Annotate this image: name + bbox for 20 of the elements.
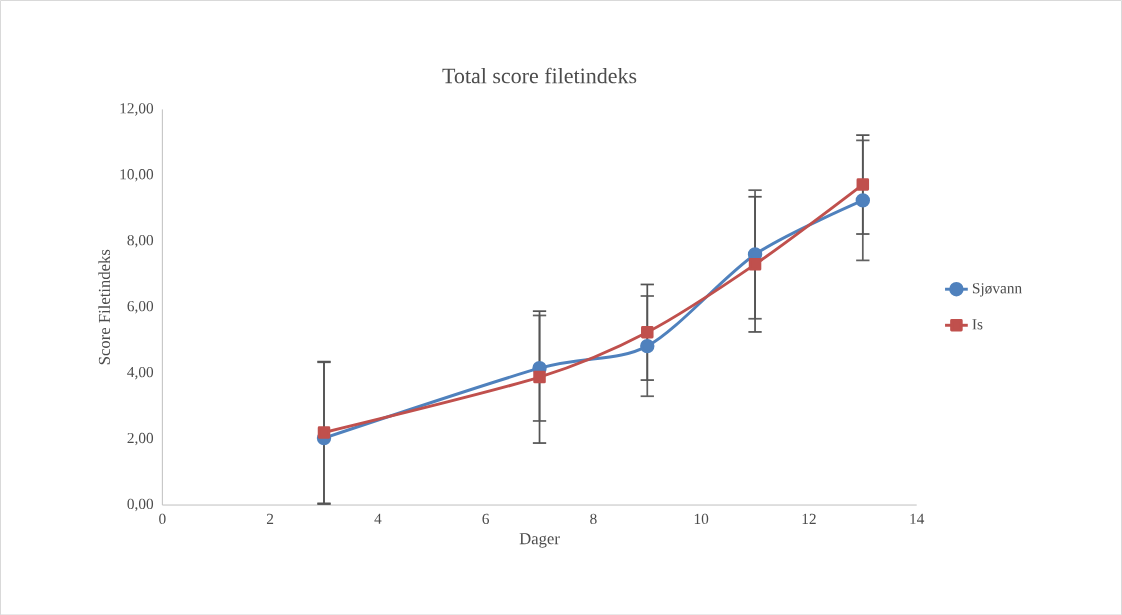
y-tick-label: 6,00 [127,300,154,314]
y-axis-title: Score Filetindeks [98,249,111,364]
x-tick-label: 10 [694,513,709,524]
y-tick-label: 2,00 [127,432,154,446]
x-tick-label: 4 [374,513,382,524]
x-tick-label: 2 [266,513,274,524]
y-tick-label: 4,00 [127,366,154,380]
x-tick-label: 8 [590,513,597,524]
y-tick-label: 0,00 [127,498,154,512]
legend-label: Sjøvann [972,282,1022,297]
chart-title: Total score filetindeks [442,67,637,84]
legend-label: Is [972,319,983,330]
x-tick-label: 6 [482,513,490,524]
y-tick-label: 8,00 [127,234,154,248]
y-tick-label: 12,00 [120,102,154,116]
x-tick-label: 12 [802,513,816,524]
y-tick-label: 10,00 [120,168,154,182]
x-axis-title: Dager [519,533,560,548]
x-tick-label: 14 [910,513,925,524]
x-tick-label: 0 [159,513,166,524]
